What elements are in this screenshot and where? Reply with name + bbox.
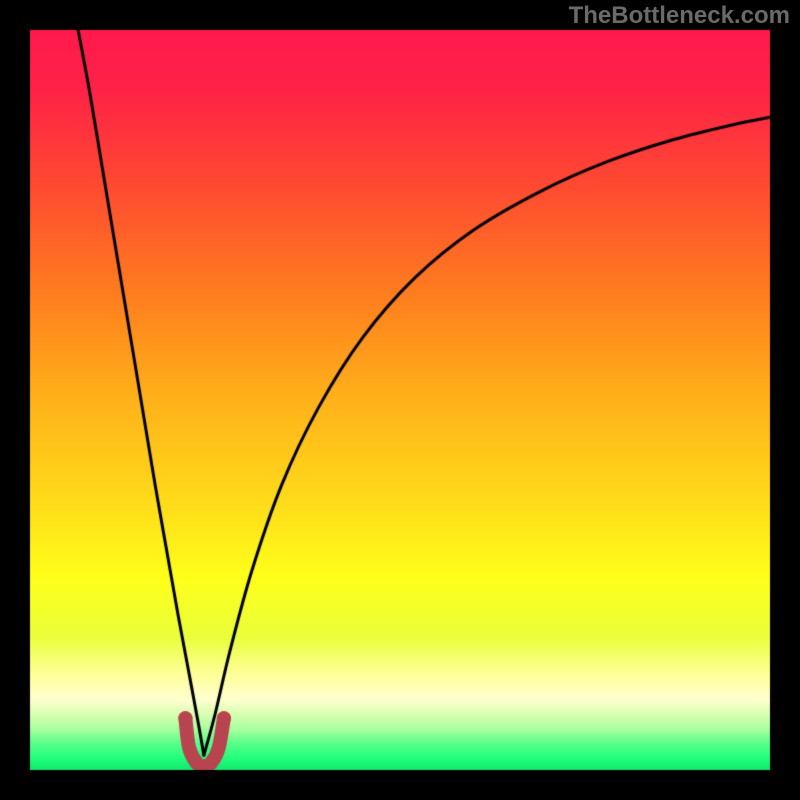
bottleneck-curve-chart [0,0,800,800]
watermark-text: TheBottleneck.com [569,2,790,30]
chart-root: TheBottleneck.com [0,0,800,800]
